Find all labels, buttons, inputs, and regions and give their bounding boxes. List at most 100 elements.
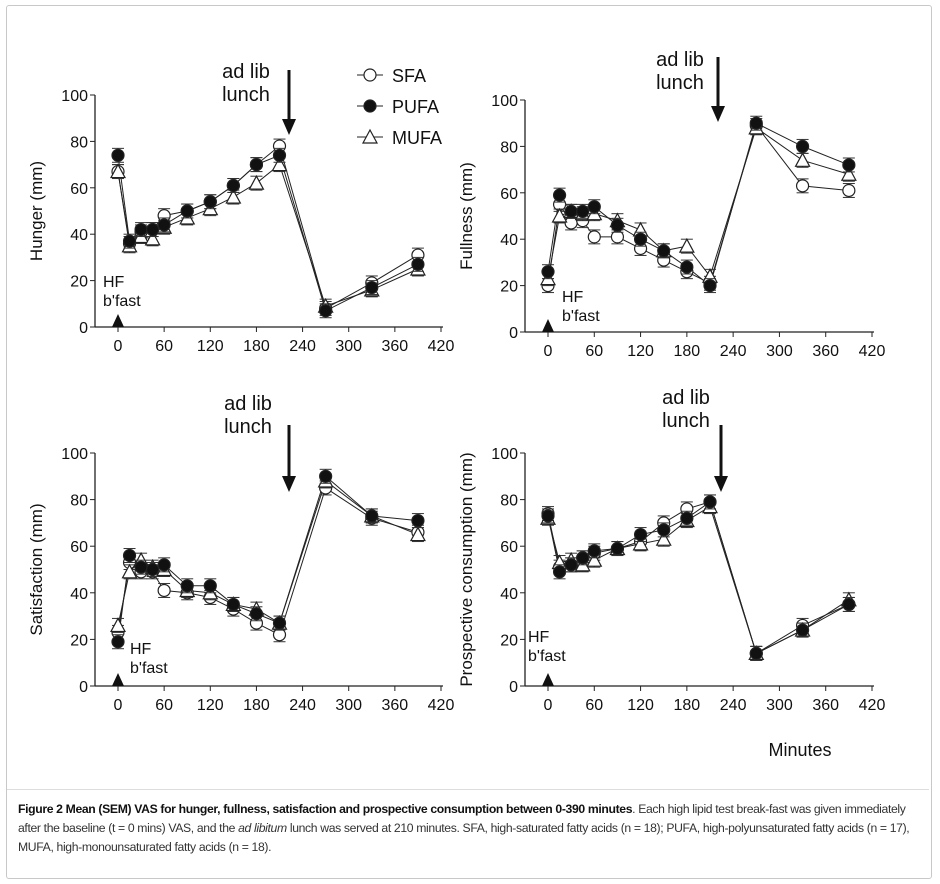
data-point-PUFA bbox=[157, 558, 171, 572]
breakfast-annotation: HF bbox=[130, 641, 152, 658]
x-tick-label: 120 bbox=[627, 697, 654, 714]
legend-marker-circle-icon bbox=[363, 68, 377, 82]
x-tick-label: 180 bbox=[243, 697, 270, 714]
y-tick-label: 100 bbox=[61, 88, 88, 105]
lunch-annotation: lunch bbox=[222, 84, 270, 106]
data-point-MUFA bbox=[678, 237, 695, 253]
x-axis-title: Minutes bbox=[768, 740, 831, 760]
x-tick-label: 360 bbox=[812, 697, 839, 714]
lunch-annotation: ad lib bbox=[222, 61, 270, 83]
data-point-PUFA bbox=[680, 511, 694, 525]
x-tick-label: 360 bbox=[382, 697, 409, 714]
data-point-PUFA bbox=[226, 597, 240, 612]
data-point-PUFA bbox=[749, 646, 763, 660]
data-point-PUFA bbox=[703, 279, 717, 293]
data-point-PUFA bbox=[134, 560, 148, 574]
x-tick-label: 420 bbox=[859, 343, 886, 360]
data-point-PUFA bbox=[180, 579, 194, 593]
x-tick-label: 300 bbox=[335, 697, 362, 714]
y-tick-label: 80 bbox=[70, 134, 88, 151]
breakfast-annotation: HF bbox=[528, 629, 550, 646]
lunch-annotation: ad lib bbox=[656, 49, 704, 71]
y-tick-label: 0 bbox=[79, 320, 88, 337]
breakfast-annotation: b'fast bbox=[103, 293, 141, 310]
x-tick-label: 420 bbox=[859, 697, 886, 714]
caption-text-1: . Each high lipid test break-fast was gi… bbox=[18, 802, 906, 835]
y-tick-label: 40 bbox=[500, 232, 518, 249]
x-tick-label: 0 bbox=[544, 697, 553, 714]
data-point-PUFA bbox=[610, 541, 625, 556]
data-point-PUFA bbox=[157, 218, 171, 232]
x-tick-label: 420 bbox=[428, 697, 455, 714]
data-point-PUFA bbox=[203, 195, 217, 209]
data-point-PUFA bbox=[703, 495, 717, 509]
data-point-PUFA bbox=[657, 244, 671, 258]
data-point-MUFA bbox=[121, 563, 138, 579]
data-point-PUFA bbox=[319, 469, 333, 483]
data-point-MUFA bbox=[840, 165, 857, 181]
data-point-PUFA bbox=[657, 523, 671, 537]
x-tick-label: 420 bbox=[428, 338, 455, 355]
y-tick-label: 20 bbox=[500, 632, 518, 649]
lunch-annotation: lunch bbox=[656, 72, 704, 94]
data-point-MUFA bbox=[586, 551, 603, 567]
data-point-PUFA bbox=[146, 222, 160, 237]
panel-1: 0 60 120 180 240 300 360 420 0 20 40 60 80 100 Fullnes… bbox=[457, 49, 885, 360]
data-point-MUFA bbox=[248, 174, 265, 190]
legend-marker-triangle-icon bbox=[361, 128, 379, 144]
data-point-PUFA bbox=[226, 178, 240, 193]
x-tick-label: 240 bbox=[720, 343, 747, 360]
data-point-MUFA bbox=[655, 530, 672, 546]
y-tick-label: 20 bbox=[500, 279, 518, 296]
y-tick-label: 60 bbox=[70, 539, 88, 556]
y-axis-title: Hunger (mm) bbox=[27, 161, 46, 261]
data-point-PUFA bbox=[411, 257, 425, 271]
data-point-PUFA bbox=[249, 158, 264, 172]
y-tick-label: 60 bbox=[500, 186, 518, 203]
panel-3: 0 60 120 180 240 300 360 420 0 20 40 60 80 100 Prospec… bbox=[457, 387, 885, 714]
data-point-PUFA bbox=[272, 148, 287, 162]
breakfast-marker bbox=[112, 314, 124, 327]
lunch-arrow-head bbox=[714, 476, 728, 492]
x-tick-label: 240 bbox=[289, 697, 316, 714]
x-tick-label: 0 bbox=[544, 343, 553, 360]
x-tick-label: 300 bbox=[766, 697, 793, 714]
x-tick-label: 360 bbox=[382, 338, 409, 355]
data-point-MUFA bbox=[632, 535, 649, 551]
data-point-PUFA bbox=[576, 204, 590, 218]
data-point-PUFA bbox=[587, 200, 601, 214]
caption-divider bbox=[7, 789, 929, 790]
lunch-annotation: lunch bbox=[662, 410, 710, 432]
breakfast-annotation: b'fast bbox=[562, 308, 600, 325]
x-tick-label: 240 bbox=[720, 697, 747, 714]
data-point-MUFA bbox=[271, 156, 288, 172]
data-point-PUFA bbox=[111, 148, 125, 162]
legend-label: PUFA bbox=[392, 97, 439, 117]
caption-title: Figure 2 Mean (SEM) VAS for hunger, full… bbox=[18, 802, 633, 816]
lunch-arrow-head bbox=[282, 476, 296, 492]
x-tick-label: 120 bbox=[197, 338, 224, 355]
x-tick-label: 120 bbox=[197, 697, 224, 714]
data-point-PUFA bbox=[272, 616, 287, 630]
y-tick-label: 40 bbox=[500, 586, 518, 603]
x-tick-label: 180 bbox=[674, 343, 701, 360]
y-axis-title: Satisfaction (mm) bbox=[27, 503, 46, 635]
legend-marker-circle-icon bbox=[363, 99, 377, 113]
data-point-PUFA bbox=[541, 265, 555, 279]
x-tick-label: 60 bbox=[155, 338, 173, 355]
data-point-PUFA bbox=[365, 280, 379, 295]
data-point-PUFA bbox=[552, 188, 567, 202]
lunch-arrow-head bbox=[711, 106, 725, 122]
breakfast-marker bbox=[542, 319, 554, 332]
data-point-PUFA bbox=[203, 579, 217, 593]
legend: SFA PUFA MUFA bbox=[357, 66, 442, 148]
breakfast-annotation: HF bbox=[103, 274, 125, 291]
data-point-PUFA bbox=[633, 527, 648, 542]
data-point-PUFA bbox=[122, 234, 137, 248]
y-tick-label: 20 bbox=[70, 274, 88, 291]
y-tick-label: 0 bbox=[509, 679, 518, 696]
data-point-PUFA bbox=[795, 623, 810, 637]
data-point-MUFA bbox=[409, 526, 426, 542]
